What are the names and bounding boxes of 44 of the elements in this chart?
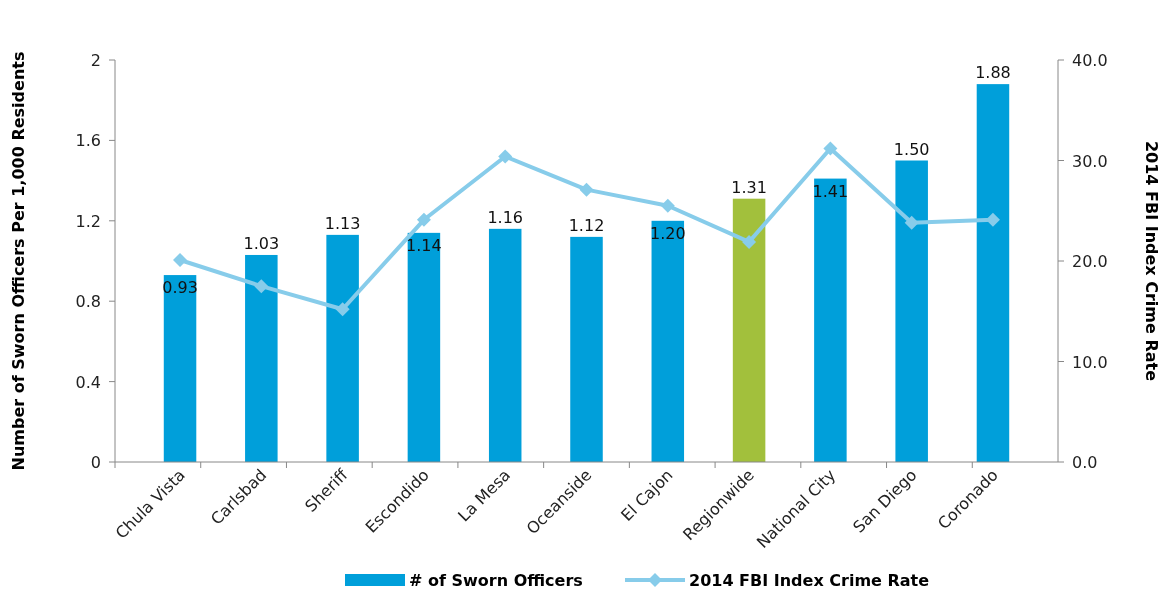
data-label: 1.16	[487, 207, 524, 227]
y-tick-label: 0.4	[75, 372, 101, 392]
data-label: 1.88	[975, 63, 1011, 83]
bar	[651, 220, 685, 462]
data-label: 1.13	[324, 213, 361, 233]
data-label: 1.41	[812, 181, 849, 201]
point	[254, 279, 269, 294]
data-label: 1.50	[893, 139, 930, 159]
y-tick-label: 2	[90, 51, 101, 70]
bar	[570, 236, 603, 462]
y-tick-label: 0.8	[75, 292, 101, 312]
y-tick-label: 1.6	[75, 131, 101, 151]
legend-label: 2014 FBI Index Crime Rate	[689, 571, 930, 590]
y-tick-label: 0	[90, 453, 101, 472]
y2-tick-label: 30.0	[1072, 151, 1108, 171]
y-tick-label: 1.2	[75, 211, 101, 231]
point	[823, 141, 838, 156]
bar	[488, 228, 522, 462]
point	[173, 252, 188, 267]
y2-axis-title: 2014 FBI Index Crime Rate	[1142, 140, 1161, 382]
bar	[976, 84, 1010, 462]
y2-tick-label: 40.0	[1072, 51, 1108, 70]
point	[335, 302, 350, 317]
bar	[732, 198, 766, 462]
bar	[326, 234, 359, 462]
data-label: 1.12	[568, 215, 605, 235]
y2-tick-label: 10.0	[1072, 352, 1108, 372]
data-label: 1.03	[243, 233, 280, 253]
bar	[814, 178, 847, 462]
point	[904, 215, 919, 230]
legend-label: # of Sworn Officers	[409, 571, 583, 590]
bar	[407, 232, 441, 462]
data-label: 1.31	[731, 177, 767, 197]
y2-tick-label: 0.0	[1072, 453, 1098, 472]
point	[498, 149, 513, 164]
bar	[163, 275, 197, 462]
point	[660, 198, 675, 213]
point	[416, 212, 431, 227]
point	[579, 182, 594, 197]
bar	[895, 160, 928, 462]
point	[742, 234, 757, 249]
bar	[245, 254, 278, 462]
y-axis-title: Number of Sworn Officers Per 1,000 Residents	[9, 51, 28, 471]
y2-tick-label: 20.0	[1072, 252, 1108, 271]
